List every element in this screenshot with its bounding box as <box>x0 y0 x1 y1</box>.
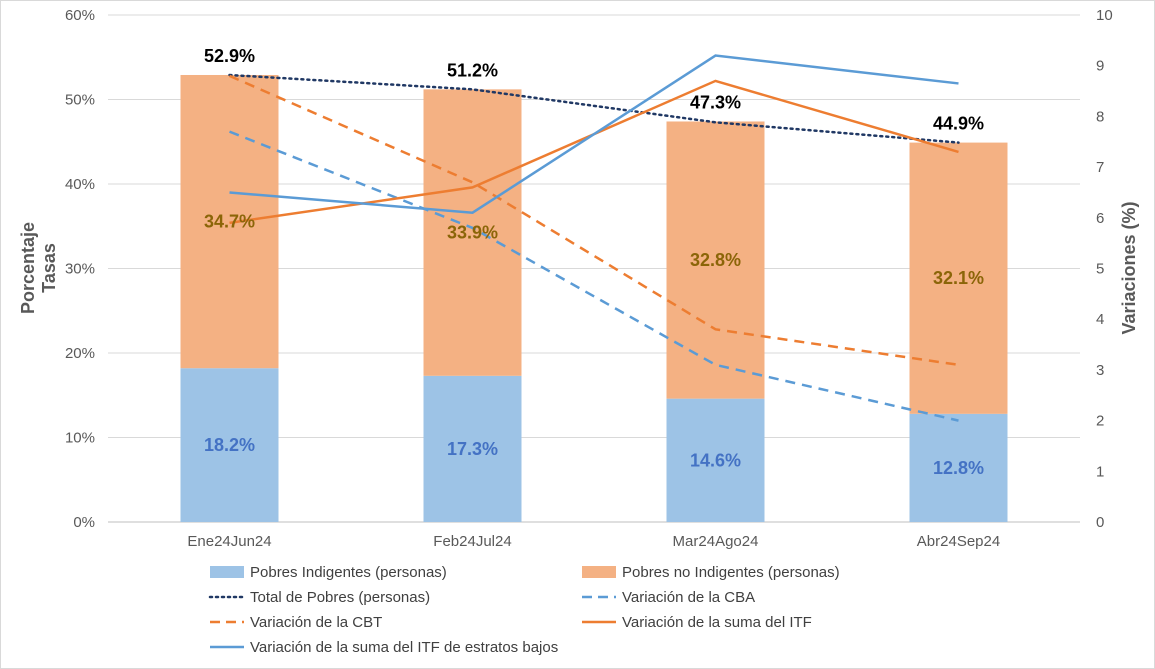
y-tick-label: 0% <box>73 514 95 531</box>
series-line <box>229 54 959 215</box>
bar-segment <box>180 74 279 369</box>
legend-label: Variación de la suma del ITF de estratos… <box>250 639 558 656</box>
legend-label: Pobres Indigentes (personas) <box>250 564 447 581</box>
bar-segment-label: 32.1% <box>933 268 984 288</box>
bar-total-label: 44.9% <box>933 114 984 134</box>
bar-total-label: 47.3% <box>690 92 741 112</box>
y2-tick-label: 10 <box>1096 7 1113 24</box>
legend-label: Variación de la suma del ITF <box>622 614 812 631</box>
y-tick-label: 30% <box>65 261 95 278</box>
axes: Porcentaje Tasas Variaciones (%) 0%10%20… <box>18 7 1139 550</box>
bar-segment <box>909 142 1008 414</box>
bar-total-label: 51.2% <box>447 60 498 80</box>
y-tick-label: 50% <box>65 92 95 109</box>
y2-tick-label: 8 <box>1096 108 1104 125</box>
series-line <box>228 74 959 367</box>
y2-tick-label: 0 <box>1096 514 1104 531</box>
y2-tick-label: 4 <box>1096 311 1104 328</box>
x-tick-label: Feb24Jul24 <box>433 533 511 550</box>
bar-segment <box>909 413 1008 522</box>
y2-tick-label: 7 <box>1096 159 1104 176</box>
series-line <box>229 130 959 422</box>
y2-tick-label: 6 <box>1096 210 1104 227</box>
bar-segment <box>180 368 279 522</box>
y2-tick-label: 2 <box>1096 413 1104 430</box>
bar-segment <box>423 89 522 376</box>
bar-segment-label: 34.7% <box>204 212 255 232</box>
y-tick-label: 40% <box>65 176 95 193</box>
lines <box>228 54 960 422</box>
data-labels: 18.2% 34.7% 52.9% 17.3% 33.9% 51.2% 14.6% 32.8%… <box>204 46 984 478</box>
series-line <box>228 73 960 144</box>
bar-segment <box>423 375 522 522</box>
y2-tick-label: 9 <box>1096 58 1104 75</box>
legend-label: Total de Pobres (personas) <box>250 589 430 606</box>
y-tick-label: 10% <box>65 430 95 447</box>
bar-segment-label: 32.8% <box>690 250 741 270</box>
bars <box>180 74 1008 522</box>
x-tick-label: Mar24Ago24 <box>673 533 759 550</box>
bar-segment <box>666 121 765 399</box>
bar-segment <box>666 398 765 522</box>
y2-tick-label: 3 <box>1096 362 1104 379</box>
y-axis-title-line-1: Porcentaje <box>18 222 38 314</box>
y-axis-title-line-2: Tasas <box>39 243 59 293</box>
bar-total-label: 52.9% <box>204 46 255 66</box>
x-tick-label: Abr24Sep24 <box>917 533 1000 550</box>
legend: Pobres Indigentes (personas) Pobres no In… <box>208 564 840 656</box>
legend-swatch <box>210 566 244 578</box>
bar-segment-label: 17.3% <box>447 439 498 459</box>
bar-segment-label: 33.9% <box>447 223 498 243</box>
legend-label: Variación de la CBT <box>250 614 382 631</box>
y2-axis-title: Variaciones (%) <box>1119 201 1139 334</box>
y2-tick-label: 5 <box>1096 261 1104 278</box>
legend-label: Pobres no Indigentes (personas) <box>622 564 840 581</box>
bar-segment-label: 12.8% <box>933 458 984 478</box>
legend-label: Variación de la CBA <box>622 589 755 606</box>
y-tick-label: 20% <box>65 345 95 362</box>
y-tick-label: 60% <box>65 7 95 24</box>
legend-swatch <box>582 566 616 578</box>
x-tick-label: Ene24Jun24 <box>187 533 271 550</box>
bar-segment-label: 14.6% <box>690 450 741 470</box>
bar-segment-label: 18.2% <box>204 435 255 455</box>
y2-tick-label: 1 <box>1096 463 1104 480</box>
